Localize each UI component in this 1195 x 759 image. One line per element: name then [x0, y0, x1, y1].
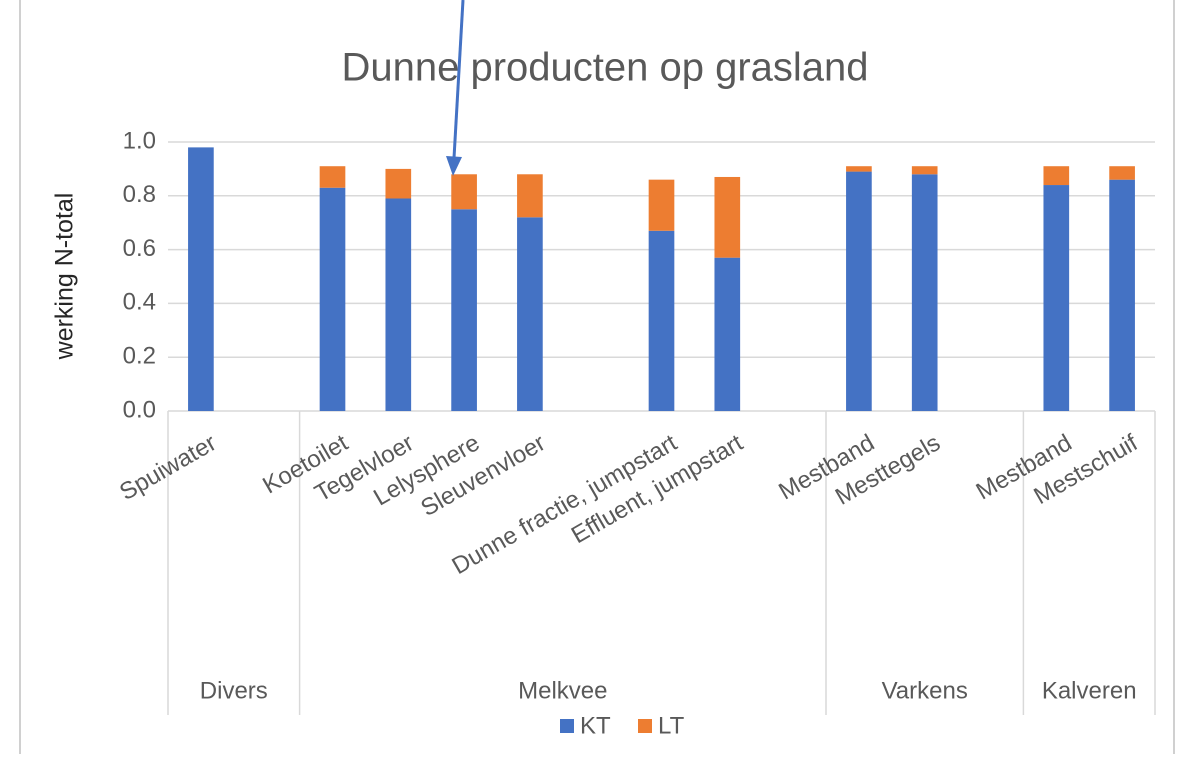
- legend-swatch: [560, 719, 574, 733]
- group-label: Melkvee: [518, 677, 607, 704]
- group-label: Kalveren: [1042, 677, 1137, 704]
- group-label: Divers: [200, 677, 268, 704]
- y-tick-label: 0.0: [123, 396, 156, 423]
- bar-segment: [319, 166, 346, 188]
- bar-segment: [451, 174, 477, 210]
- bar-segment: [1043, 185, 1070, 411]
- bar-segment: [911, 166, 938, 175]
- bar-segment: [451, 209, 477, 411]
- bar-segment: [1043, 166, 1070, 186]
- y-tick-label: 0.6: [123, 235, 156, 262]
- bar-segment: [385, 168, 412, 199]
- legend-swatch: [638, 719, 652, 733]
- bar-segment: [846, 171, 872, 411]
- y-tick-label: 1.0: [123, 127, 156, 154]
- bar-segment: [648, 179, 675, 231]
- bar-segment: [911, 174, 938, 411]
- bar-segment: [517, 174, 543, 218]
- bar-segment: [385, 198, 412, 411]
- bar-segment: [714, 176, 741, 258]
- bar-segment: [188, 147, 214, 411]
- bar-segment: [846, 166, 872, 172]
- group-label: Varkens: [882, 677, 968, 704]
- bar-segment: [1109, 166, 1135, 180]
- y-tick-label: 0.2: [123, 343, 156, 370]
- bar-segment: [1109, 179, 1135, 411]
- bar-segment: [714, 257, 741, 411]
- chart-title: Dunne producten op grasland: [341, 46, 868, 90]
- bar-segment: [517, 217, 543, 411]
- y-tick-label: 0.8: [123, 181, 156, 208]
- y-tick-label: 0.4: [123, 289, 156, 316]
- bar-segment: [319, 187, 346, 411]
- y-axis-label: werking N-total: [51, 193, 79, 361]
- bar-segment: [648, 230, 675, 411]
- annotation-arrow: [446, 0, 465, 176]
- legend-label: KT: [580, 712, 611, 739]
- legend-label: LT: [658, 712, 685, 739]
